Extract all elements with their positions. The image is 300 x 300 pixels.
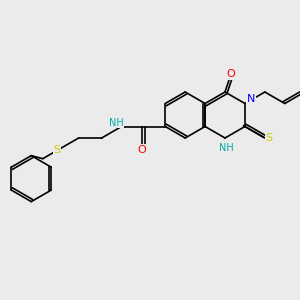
Text: S: S (265, 133, 272, 143)
Text: NH: NH (109, 118, 124, 128)
Text: S: S (53, 145, 60, 155)
Text: NH: NH (219, 143, 233, 153)
Text: O: O (226, 69, 236, 79)
Text: N: N (247, 94, 255, 104)
Text: O: O (138, 145, 147, 155)
